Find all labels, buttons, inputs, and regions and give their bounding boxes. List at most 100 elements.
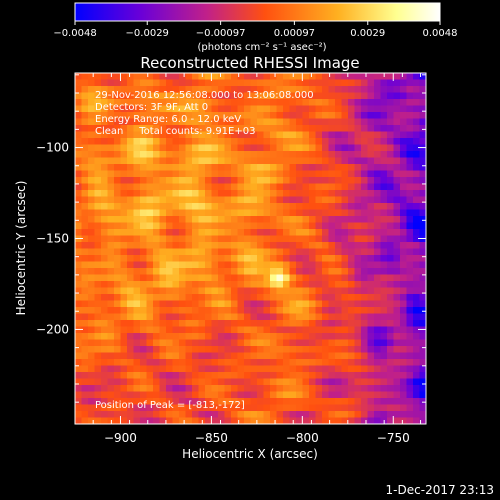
heatmap-cell	[413, 118, 421, 126]
heatmap-cell	[413, 300, 421, 308]
heatmap-cell	[387, 177, 395, 185]
heatmap-cell	[159, 391, 167, 399]
heatmap-cell	[88, 190, 96, 198]
heatmap-cell	[270, 300, 278, 308]
heatmap-cell	[289, 255, 297, 263]
heatmap-cell	[296, 404, 304, 412]
heatmap-cell	[302, 229, 310, 237]
heatmap-cell	[75, 268, 83, 276]
heatmap-cell	[387, 86, 395, 94]
heatmap-cell	[406, 131, 414, 139]
heatmap-cell	[88, 112, 96, 120]
heatmap-cell	[393, 209, 401, 217]
heatmap-cell	[250, 255, 258, 263]
heatmap-cell	[231, 92, 239, 100]
heatmap-cell	[198, 391, 206, 399]
heatmap-cell	[367, 274, 375, 282]
heatmap-cell	[335, 86, 343, 94]
heatmap-cell	[218, 333, 226, 341]
heatmap-cell	[341, 235, 349, 243]
heatmap-cell	[133, 177, 141, 185]
heatmap-cell	[341, 287, 349, 295]
heatmap-cell	[101, 105, 109, 113]
heatmap-cell	[309, 274, 317, 282]
heatmap-cell	[101, 248, 109, 256]
heatmap-cell	[400, 359, 408, 367]
heatmap-cell	[393, 417, 401, 424]
heatmap-cell	[205, 274, 213, 282]
plot-frame	[74, 72, 427, 425]
heatmap-cell	[120, 378, 128, 386]
heatmap-cell	[107, 294, 115, 302]
heatmap-cell	[88, 333, 96, 341]
heatmap-cell	[146, 229, 154, 237]
heatmap-cell	[237, 404, 245, 412]
heatmap-cell	[114, 79, 122, 87]
heatmap-cell	[387, 287, 395, 295]
heatmap-cell	[172, 222, 180, 230]
heatmap-cell	[231, 274, 239, 282]
heatmap-cell	[289, 339, 297, 347]
heatmap-cell	[380, 105, 388, 113]
heatmap-cell	[218, 372, 226, 380]
heatmap-cell	[328, 391, 336, 399]
heatmap-cell	[81, 287, 89, 295]
heatmap-cell	[322, 92, 330, 100]
heatmap-cell	[140, 203, 148, 211]
heatmap-cell	[120, 112, 128, 120]
heatmap-cell	[153, 216, 161, 224]
heatmap-cell	[348, 281, 356, 289]
heatmap-cell	[159, 183, 167, 191]
heatmap-cell	[270, 216, 278, 224]
heatmap-cell	[283, 274, 291, 282]
heatmap-cell	[289, 216, 297, 224]
heatmap-cell	[120, 339, 128, 347]
heatmap-cell	[172, 352, 180, 360]
heatmap-cell	[302, 281, 310, 289]
heatmap-cell	[296, 125, 304, 133]
heatmap-cell	[94, 138, 102, 146]
heatmap-cell	[218, 281, 226, 289]
heatmap-cell	[94, 294, 102, 302]
y-axis-label: Heliocentric Y (arcsec)	[14, 181, 28, 316]
heatmap-cell	[283, 320, 291, 328]
heatmap-cell	[140, 118, 148, 126]
heatmap-cell	[192, 183, 200, 191]
heatmap-cell	[244, 352, 252, 360]
heatmap-cell	[185, 183, 193, 191]
heatmap-cell	[367, 144, 375, 152]
heatmap-cell	[133, 378, 141, 386]
heatmap-cell	[413, 248, 421, 256]
heatmap-cell	[231, 151, 239, 159]
heatmap-cell	[179, 190, 187, 198]
heatmap-cell	[354, 281, 362, 289]
heatmap-cell	[380, 203, 388, 211]
heatmap-cell	[361, 398, 369, 406]
heatmap-cell	[107, 352, 115, 360]
heatmap-cell	[367, 313, 375, 321]
heatmap-cell	[276, 138, 284, 146]
heatmap-cell	[75, 157, 83, 165]
heatmap-cell	[205, 196, 213, 204]
heatmap-cell	[419, 391, 426, 399]
heatmap-cell	[218, 300, 226, 308]
heatmap-cell	[114, 209, 122, 217]
heatmap-cell	[88, 346, 96, 354]
heatmap-cell	[263, 131, 271, 139]
heatmap-cell	[419, 242, 426, 250]
heatmap-cell	[276, 177, 284, 185]
heatmap-cell	[153, 222, 161, 230]
heatmap-cell	[270, 131, 278, 139]
heatmap-cell	[341, 177, 349, 185]
heatmap-cell	[224, 164, 232, 172]
heatmap-cell	[400, 365, 408, 373]
heatmap-cell	[185, 79, 193, 87]
heatmap-cell	[120, 92, 128, 100]
heatmap-cell	[393, 125, 401, 133]
heatmap-cell	[387, 151, 395, 159]
heatmap-cell	[406, 86, 414, 94]
heatmap-cell	[309, 190, 317, 198]
heatmap-cell	[413, 138, 421, 146]
heatmap-cell	[419, 411, 426, 419]
heatmap-cell	[419, 151, 426, 159]
